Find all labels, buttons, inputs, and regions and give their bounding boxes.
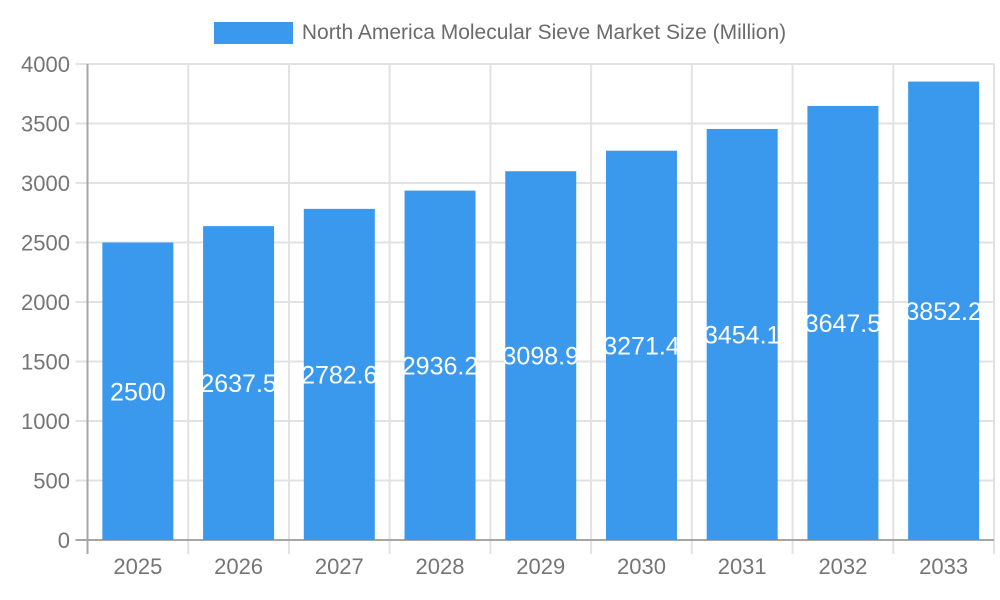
x-tick-label: 2032: [818, 554, 867, 579]
legend-item[interactable]: North America Molecular Sieve Market Siz…: [0, 22, 1000, 44]
bar: [706, 128, 778, 540]
x-tick-label: 2025: [113, 554, 162, 579]
bar-value-label: 3647.5: [805, 310, 881, 338]
bar-value-label: 2500: [110, 378, 166, 406]
x-tick-label: 2028: [416, 554, 465, 579]
x-tick-label: 2027: [315, 554, 364, 579]
bar-value-label: 2637.5: [200, 370, 276, 398]
x-tick-label: 2031: [718, 554, 767, 579]
y-tick-label: 3500: [21, 112, 70, 137]
bar: [605, 150, 677, 540]
y-tick-label: 500: [33, 469, 70, 494]
bar-value-label: 3454.1: [704, 321, 780, 349]
y-tick-label: 2500: [21, 231, 70, 256]
bar: [404, 190, 476, 540]
x-tick-label: 2026: [214, 554, 263, 579]
bar: [303, 208, 375, 540]
bar: [908, 81, 980, 541]
bar-value-label: 3098.9: [503, 343, 579, 371]
bar-value-label: 3271.4: [603, 332, 680, 360]
x-tick-label: 2030: [617, 554, 666, 579]
bar: [203, 226, 275, 540]
x-tick-label: 2033: [919, 554, 968, 579]
bar-value-label: 2936.2: [402, 352, 478, 380]
bar: [807, 105, 879, 540]
bar: [102, 242, 174, 540]
y-tick-label: 3000: [21, 171, 70, 196]
bar: [505, 171, 577, 540]
legend-swatch-icon: [213, 22, 293, 44]
x-tick-label: 2029: [516, 554, 565, 579]
bar-value-label: 3852.2: [905, 298, 981, 326]
bar-value-label: 2782.6: [301, 361, 377, 389]
legend-label: North America Molecular Sieve Market Siz…: [301, 21, 787, 44]
y-tick-label: 0: [58, 528, 70, 553]
y-tick-label: 2000: [21, 290, 70, 315]
y-tick-label: 4000: [21, 52, 70, 77]
y-tick-label: 1500: [21, 350, 70, 375]
y-tick-label: 1000: [21, 409, 70, 434]
